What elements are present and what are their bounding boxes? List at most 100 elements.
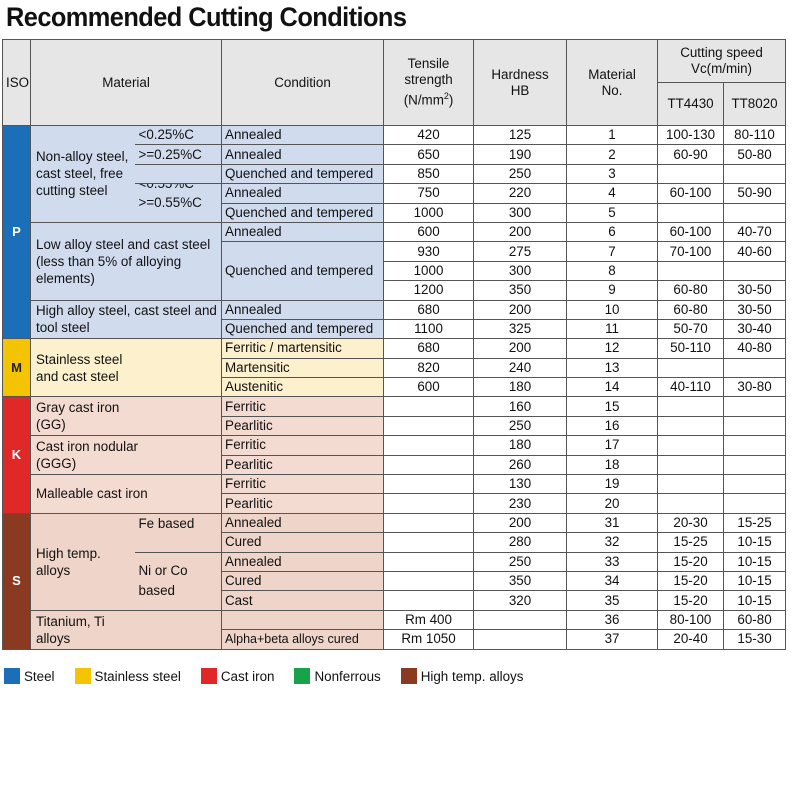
- speed-tt4430: 50-70: [657, 318, 725, 340]
- speed-tt4430: 60-80: [657, 299, 725, 320]
- hardness-value: 350: [473, 280, 568, 301]
- material-number: 37: [566, 629, 659, 650]
- material-number: 32: [566, 532, 659, 553]
- condition: Annealed: [221, 512, 385, 534]
- header-material-no: Material No.: [566, 39, 659, 126]
- condition: Cured: [221, 570, 385, 592]
- condition: Ferritic: [221, 396, 385, 417]
- material-gray-cast-iron: Gray cast iron (GG): [29, 396, 223, 437]
- tensile-value: 750: [383, 183, 475, 204]
- speed-tt4430: 80-100: [657, 609, 725, 631]
- material-high-alloy-steel: High alloy steel, cast steel and tool st…: [29, 299, 223, 340]
- condition: Pearlitic: [221, 415, 385, 437]
- speed-tt4430: [657, 260, 725, 282]
- speed-tt4430: [657, 163, 725, 185]
- condition: Pearlitic: [221, 493, 385, 514]
- hardness-value: 300: [473, 202, 568, 223]
- iso-m: M: [2, 338, 31, 398]
- tensile-value: 600: [383, 221, 475, 243]
- iso-s: S: [2, 512, 31, 650]
- carbon-range-3-4: <0.55%C >=0.55%C: [134, 183, 223, 223]
- header-iso: ISO: [2, 39, 31, 126]
- hardness-value: 180: [473, 377, 568, 398]
- header-tensile-unit: (N/mm2): [387, 88, 470, 108]
- condition: Annealed: [221, 124, 385, 146]
- condition: Annealed: [221, 221, 385, 243]
- legend-label: Steel: [24, 668, 55, 684]
- tensile-value: 600: [383, 377, 475, 398]
- condition: Alpha+beta alloys cured: [221, 629, 385, 650]
- carbon-range-3: <0.55%C: [138, 183, 194, 192]
- header-hardness: Hardness HB: [473, 39, 568, 126]
- tensile-value: 850: [383, 163, 475, 185]
- hardness-value: [473, 629, 568, 650]
- material-number: 36: [566, 609, 659, 631]
- hardness-value: 320: [473, 590, 568, 611]
- legend-label: Nonferrous: [314, 668, 381, 684]
- condition: Annealed: [221, 144, 385, 165]
- tensile-value: [383, 415, 475, 437]
- hardness-value: 125: [473, 124, 568, 146]
- tensile-value: [383, 493, 475, 514]
- tensile-value: [383, 551, 475, 572]
- condition: Martensitic: [221, 357, 385, 379]
- condition: Annealed: [221, 183, 385, 204]
- hardness-value: 250: [473, 163, 568, 185]
- hardness-value: 130: [473, 474, 568, 495]
- material-nodular-cast-iron: Cast iron nodular (GGG): [29, 435, 223, 476]
- header-tensile-unit-post: ): [448, 92, 454, 108]
- legend-stainless: Stainless steel: [74, 668, 181, 684]
- speed-tt4430: 60-100: [657, 183, 725, 204]
- material-gray-cast-iron-label: Gray cast iron (GG): [36, 400, 120, 433]
- condition: Annealed: [221, 299, 385, 320]
- speed-tt4430: 15-20: [657, 570, 725, 592]
- speed-tt8020: 30-40: [723, 318, 787, 340]
- speed-tt8020: 10-15: [723, 551, 787, 572]
- speed-tt8020: 10-15: [723, 590, 787, 611]
- legend-nonferrous: Nonferrous: [294, 668, 381, 684]
- speed-tt4430: [657, 357, 725, 379]
- material-titanium: Titanium, Ti alloys: [29, 609, 223, 650]
- speed-tt4430: 60-90: [657, 144, 725, 165]
- hardness-value: 240: [473, 357, 568, 379]
- material-high-temp-alloys: High temp. alloys: [30, 512, 135, 611]
- condition: Pearlitic: [221, 454, 385, 476]
- material-number: 2: [566, 144, 659, 165]
- iso-k: K: [2, 396, 31, 514]
- cast-iron-swatch: [200, 668, 217, 684]
- material-number: 9: [566, 280, 659, 301]
- header-tensile-unit-sup: 2: [443, 91, 449, 102]
- tensile-value: 680: [383, 299, 475, 320]
- hardness-value: 250: [473, 551, 568, 572]
- tensile-value: 1100: [383, 318, 475, 340]
- tensile-value: [383, 512, 475, 534]
- material-number: 8: [566, 260, 659, 282]
- material-number: 17: [566, 435, 659, 456]
- speed-tt4430: 15-20: [657, 590, 725, 611]
- material-stainless-steel-label: Stainless steel and cast steel: [36, 351, 123, 384]
- material-number: 19: [566, 474, 659, 495]
- header-grade-tt4430: TT4430: [657, 82, 725, 126]
- condition: Annealed: [221, 551, 385, 572]
- condition: Ferritic: [221, 474, 385, 495]
- tensile-value: 1200: [383, 280, 475, 301]
- tensile-value: 680: [383, 338, 475, 359]
- header-tensile-unit-pre: (N/mm: [403, 92, 444, 108]
- condition: Austenitic: [221, 377, 385, 398]
- speed-tt8020: 60-80: [723, 609, 787, 631]
- legend: Steel Stainless steel Cast iron Nonferro…: [4, 668, 543, 684]
- speed-tt8020: [723, 163, 787, 185]
- material-high-temp-alloys-label: High temp. alloys: [36, 545, 101, 578]
- speed-tt8020: [723, 415, 787, 437]
- hardness-value: 200: [473, 299, 568, 320]
- speed-tt4430: 40-110: [657, 377, 725, 398]
- condition: Cast: [221, 590, 385, 611]
- speed-tt4430: 60-100: [657, 221, 725, 243]
- tensile-value: [383, 474, 475, 495]
- speed-tt4430: [657, 454, 725, 476]
- speed-tt8020: [723, 357, 787, 379]
- material-number: 15: [566, 396, 659, 417]
- speed-tt8020: 80-110: [723, 124, 787, 146]
- material-number: 1: [566, 124, 659, 146]
- speed-tt8020: 30-80: [723, 377, 787, 398]
